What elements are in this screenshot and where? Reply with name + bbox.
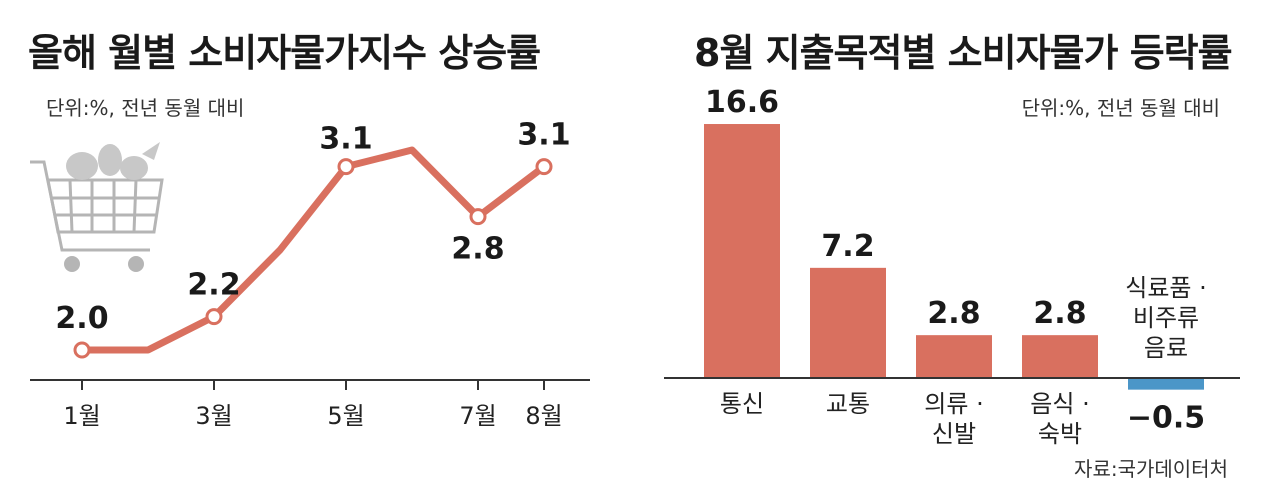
bar xyxy=(1128,378,1204,390)
data-label: 3.1 xyxy=(517,118,570,153)
line-chart-title: 올해 월별 소비자물가지수 상승률 xyxy=(28,31,541,75)
x-tick-label: 3월 xyxy=(195,402,232,430)
data-label: −0.5 xyxy=(1127,401,1205,436)
category-label: 의류 · xyxy=(924,390,983,418)
category-label: 숙박 xyxy=(1038,420,1082,448)
category-label: 음식 · xyxy=(1030,390,1089,418)
bar xyxy=(1022,335,1098,378)
bar xyxy=(810,267,886,378)
data-label: 3.1 xyxy=(319,122,372,157)
data-label: 2.8 xyxy=(451,232,504,267)
category-label: 식료품 · xyxy=(1125,274,1207,302)
bar-chart-title: 8월 지출목적별 소비자물가 등락률 xyxy=(694,31,1233,75)
data-point xyxy=(535,158,553,176)
line-chart: 1월 3월 5월 7월 8월 2.0 2.2 3.1 2.8 3.1 xyxy=(30,118,590,430)
bar-chart-unit: 단위:%, 전년 동월 대비 xyxy=(1021,96,1220,120)
data-point xyxy=(469,208,487,226)
bar-chart-panel: 8월 지출목적별 소비자물가 등락률 단위:%, 전년 동월 대비 16.6 통신… xyxy=(640,0,1280,500)
data-point xyxy=(337,158,355,176)
x-tick-label: 7월 xyxy=(459,402,496,430)
data-label: 16.6 xyxy=(705,85,779,120)
series-line xyxy=(78,146,548,354)
data-label: 2.0 xyxy=(55,301,108,336)
data-label: 7.2 xyxy=(821,229,874,264)
bar-chart: 16.6 통신 7.2 교통 2.8 의류 ·신발 2.8 음식 ·숙박 −0.5 식료품 ·비주… xyxy=(664,85,1240,448)
line-chart-unit: 단위:%, 전년 동월 대비 xyxy=(46,96,245,120)
x-tick-label: 1월 xyxy=(63,402,100,430)
bar xyxy=(704,124,780,379)
data-label: 2.2 xyxy=(187,268,240,303)
category-label: 신발 xyxy=(932,420,976,448)
data-label: 2.8 xyxy=(1033,296,1086,331)
data-point xyxy=(205,308,223,326)
data-label: 2.8 xyxy=(927,296,980,331)
category-label: 통신 xyxy=(720,390,764,418)
x-tick-label: 8월 xyxy=(525,402,562,430)
line-chart-panel: 올해 월별 소비자물가지수 상승률 단위:%, 전년 동월 대비 1월 3월 5월 7… xyxy=(0,0,620,500)
x-tick-label: 5월 xyxy=(327,402,364,430)
data-point xyxy=(73,341,91,359)
category-label: 비주류 xyxy=(1133,304,1199,332)
category-label: 교통 xyxy=(826,390,870,418)
category-label: 음료 xyxy=(1144,334,1188,362)
shopping-cart-icon xyxy=(30,142,164,272)
source-note: 자료:국가데이터처 xyxy=(1074,457,1228,481)
bar xyxy=(916,335,992,378)
